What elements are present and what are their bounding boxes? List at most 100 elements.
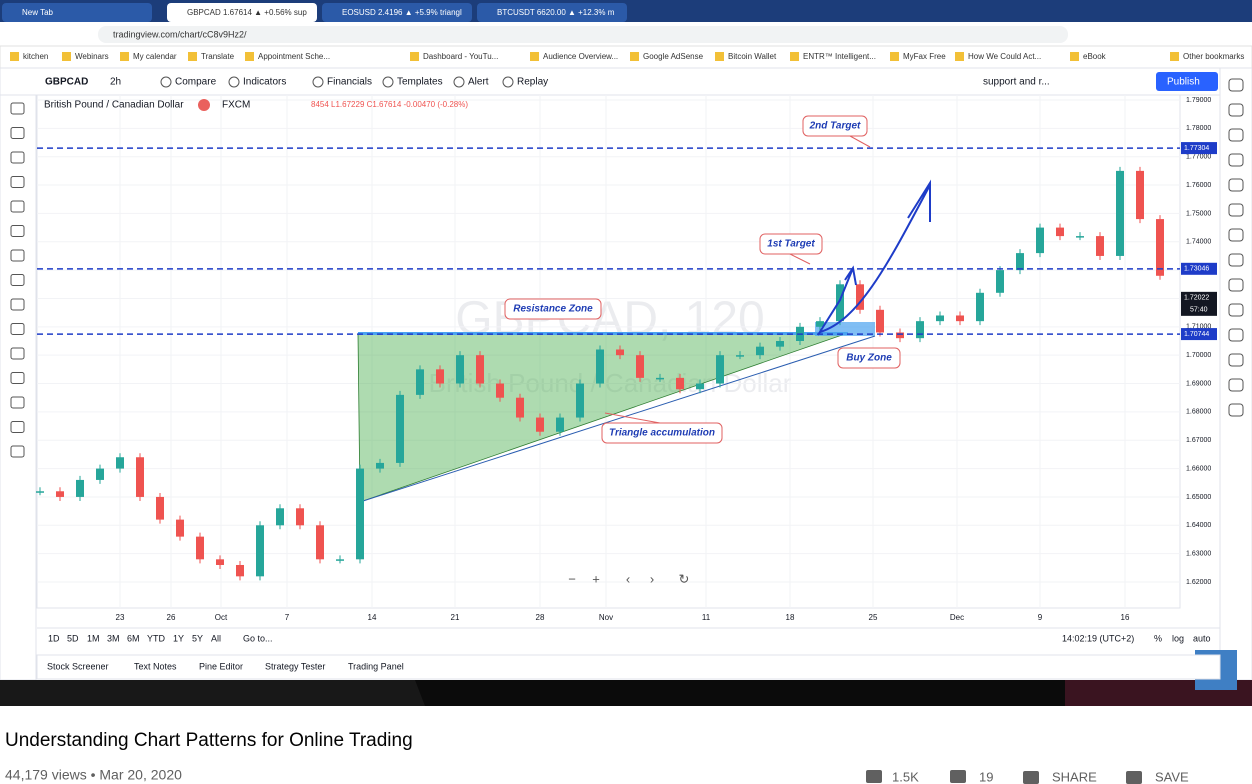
- tool-icon[interactable]: [10, 372, 25, 384]
- sidebar-icon[interactable]: [1228, 78, 1244, 92]
- sidebar-icon[interactable]: [1228, 103, 1244, 117]
- sidebar-icon[interactable]: [1228, 328, 1244, 342]
- toolbar-icon: [453, 76, 465, 88]
- bookmark[interactable]: Dashboard - YouTu...: [423, 52, 498, 61]
- publish[interactable]: Publish: [1167, 77, 1200, 88]
- tool-icon[interactable]: [10, 151, 25, 164]
- chart-nav-button[interactable]: ›: [650, 571, 654, 586]
- omnibox[interactable]: [98, 26, 1068, 43]
- sidebar-icon[interactable]: [1228, 353, 1244, 367]
- tool-icon[interactable]: [10, 421, 25, 433]
- tool-icon[interactable]: [10, 102, 25, 115]
- sidebar-icon[interactable]: [1228, 378, 1244, 392]
- tool-icon[interactable]: [10, 225, 25, 237]
- chart-nav-button[interactable]: +: [592, 571, 600, 586]
- sidebar-icon[interactable]: [1228, 153, 1244, 167]
- toolbar-icon: [312, 76, 324, 88]
- bookmark[interactable]: Other bookmarks: [1183, 52, 1244, 61]
- scale-option[interactable]: log: [1172, 633, 1184, 643]
- toolbar-item[interactable]: Alert: [468, 77, 489, 88]
- tool-icon[interactable]: [10, 323, 25, 335]
- browser-tab[interactable]: [477, 3, 627, 22]
- tool-icon[interactable]: [10, 249, 25, 262]
- action-icon[interactable]: [1126, 771, 1142, 784]
- bookmark[interactable]: Bitcoin Wallet: [728, 52, 777, 61]
- sidebar-icon[interactable]: [1228, 278, 1244, 292]
- action-icon[interactable]: [1023, 771, 1039, 784]
- candle: [976, 292, 984, 322]
- toolbar-item[interactable]: Compare: [175, 77, 217, 88]
- share-button[interactable]: SHARE: [1052, 769, 1097, 784]
- goto[interactable]: Go to...: [243, 633, 273, 643]
- candle: [516, 397, 524, 418]
- tool-icon[interactable]: [10, 200, 25, 213]
- bookmark[interactable]: How We Could Act...: [968, 52, 1041, 61]
- tool-icon[interactable]: [10, 445, 25, 458]
- browser-tab[interactable]: [167, 3, 317, 22]
- tool-icon[interactable]: [10, 274, 25, 286]
- like-count[interactable]: 1.5K: [892, 769, 919, 784]
- sidebar-icon[interactable]: [1228, 203, 1244, 217]
- range-button[interactable]: 1D: [48, 633, 60, 643]
- sidebar-icon[interactable]: [1228, 178, 1244, 192]
- bookmark[interactable]: My calendar: [133, 52, 177, 61]
- panel-tab[interactable]: Strategy Tester: [265, 661, 325, 671]
- bookmark[interactable]: Google AdSense: [643, 52, 704, 61]
- chart-nav-button[interactable]: ‹: [626, 571, 630, 586]
- sidebar-icon[interactable]: [1228, 128, 1244, 142]
- bookmark[interactable]: Audience Overview...: [543, 52, 618, 61]
- range-button[interactable]: All: [211, 633, 221, 643]
- tab-title: GBPCAD 1.67614 ▲ +0.56% sup: [187, 8, 307, 17]
- range-button[interactable]: 6M: [127, 633, 140, 643]
- save-button[interactable]: SAVE: [1155, 769, 1189, 784]
- toolbar-item[interactable]: Indicators: [243, 77, 286, 88]
- range-button[interactable]: YTD: [147, 633, 166, 643]
- panel-tab[interactable]: Trading Panel: [348, 661, 404, 671]
- action-icon[interactable]: [950, 770, 966, 783]
- chart-nav-button[interactable]: −: [568, 571, 576, 586]
- sidebar-icon[interactable]: [1228, 253, 1244, 267]
- bookmark[interactable]: eBook: [1083, 52, 1107, 61]
- tool-icon[interactable]: [10, 298, 25, 311]
- toolbar-item[interactable]: Templates: [397, 77, 443, 88]
- panel-tab[interactable]: Text Notes: [134, 661, 177, 671]
- candle: [556, 417, 564, 432]
- scale-option[interactable]: %: [1154, 633, 1162, 643]
- range-button[interactable]: 5Y: [192, 633, 203, 643]
- browser-tab[interactable]: [2, 3, 152, 22]
- bookmark[interactable]: Translate: [201, 52, 235, 61]
- sidebar-icon[interactable]: [1228, 403, 1244, 417]
- tool-icon[interactable]: [10, 396, 25, 409]
- bookmark[interactable]: Appointment Sche...: [258, 52, 330, 61]
- layout-name[interactable]: support and r...: [983, 77, 1050, 88]
- callout-pointer: [604, 412, 661, 424]
- range-button[interactable]: 1M: [87, 633, 100, 643]
- dislike-count[interactable]: 19: [979, 769, 993, 784]
- sidebar-icon[interactable]: [1228, 303, 1244, 317]
- bookmark[interactable]: ENTR™ Intelligent...: [803, 52, 876, 61]
- bookmark[interactable]: MyFax Free: [903, 52, 946, 61]
- tool-icon[interactable]: [10, 176, 25, 188]
- bookmark[interactable]: kitchen: [23, 52, 48, 61]
- bookmark[interactable]: Webinars: [75, 52, 109, 61]
- range-button[interactable]: 5D: [67, 633, 79, 643]
- candle: [836, 284, 844, 322]
- tool-icon[interactable]: [10, 347, 25, 360]
- range-button[interactable]: 3M: [107, 633, 120, 643]
- tool-icon[interactable]: [10, 127, 25, 139]
- panel-tab[interactable]: Stock Screener: [47, 661, 109, 671]
- range-button[interactable]: 1Y: [173, 633, 184, 643]
- toolbar-item[interactable]: Financials: [327, 77, 372, 88]
- interval[interactable]: 2h: [110, 77, 121, 88]
- browser-tab[interactable]: [322, 3, 472, 22]
- chart-nav-button[interactable]: ↻: [679, 571, 690, 586]
- scale-option[interactable]: auto: [1193, 633, 1211, 643]
- sidebar-icon[interactable]: [1228, 228, 1244, 242]
- action-icon[interactable]: [866, 770, 882, 783]
- publish-button[interactable]: [1156, 72, 1218, 91]
- symbol[interactable]: GBPCAD: [45, 77, 88, 88]
- candle: [296, 508, 304, 526]
- panel-tab[interactable]: Pine Editor: [199, 661, 243, 671]
- toolbar-item[interactable]: Replay: [517, 77, 548, 88]
- candle: [176, 519, 184, 537]
